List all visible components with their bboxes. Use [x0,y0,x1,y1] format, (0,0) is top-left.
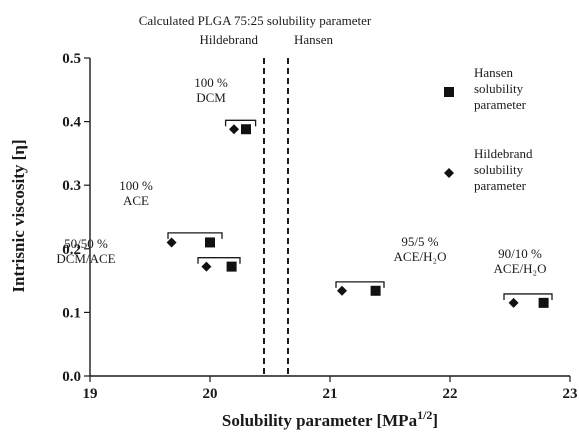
reference-label-hildebrand: Hildebrand [200,32,259,47]
annotation-line: 50/50 % [64,236,108,251]
reference-title: Calculated PLGA 75:25 solubility paramet… [139,13,372,28]
annotation-line: ACE/H₂O [394,249,447,264]
hansen-point [205,237,215,248]
annotation-line: DCM [196,90,226,105]
x-tick-label: 22 [443,386,458,402]
legend-marker-diamond [444,168,454,178]
hildebrand-point [201,261,212,272]
legend-marker-square [444,87,454,97]
x-axis-title-close: ] [432,411,438,430]
annotation-line: 100 % [119,178,153,193]
annotation-line: 95/5 % [401,234,438,249]
annotation-bracket [224,119,257,127]
hildebrand-point [337,285,347,296]
hildebrand-point [166,237,177,248]
annotation-label: 50/50 % DCM/ACE [56,236,115,266]
reference-label-hansen: Hansen [294,32,333,47]
legend-line: Hansen [474,65,513,80]
x-tick-label: 21 [323,386,338,402]
y-tick-label: 0.1 [62,305,81,321]
annotation-line: ACE [123,193,149,208]
annotation-label: 100 % DCM [194,75,228,105]
legend-line: Hildebrand [474,146,533,161]
hildebrand-point [508,297,519,308]
legend-label: Hansen solubility parameter [474,65,527,112]
annotation-bracket [503,293,553,300]
annotation-bracket [335,281,385,288]
x-axis-title: Solubility parameter [MPa1/2] [222,408,438,430]
y-tick-label: 0.3 [62,178,81,194]
hansen-point [226,261,237,272]
x-tick-label: 19 [83,386,98,402]
annotation-line: ACE/H₂O [494,261,547,276]
annotation-label: 95/5 % ACE/H₂O [394,234,447,264]
y-tick-label: 0.4 [62,115,81,131]
annotation-bracket [167,232,223,239]
annotation-line: 100 % [194,75,228,90]
y-axis-title: Intrisnic viscosity [η] [9,139,28,292]
legend-line: solubility [474,81,524,96]
annotation-label: 100 % ACE [119,178,153,208]
hildebrand-point [229,124,239,135]
legend-line: parameter [474,97,527,112]
x-tick-label: 20 [203,386,218,402]
x-axis-title-main: Solubility parameter [MPa [222,411,418,430]
legend-label: Hildebrand solubility parameter [474,146,533,193]
y-tick-label: 0.2 [62,242,81,258]
hansen-point [538,297,549,308]
x-tick-label: 23 [563,386,578,402]
axes: 0.0 0.1 0.2 0.3 0.4 0.5 19 20 21 22 23 [62,51,577,402]
y-tick-label: 0.5 [62,51,81,67]
hansen-point [241,124,251,135]
annotation-line: 90/10 % [498,246,542,261]
annotation-line: DCM/ACE [56,251,115,266]
y-tick-label: 0.0 [62,369,81,385]
data-markers [166,124,549,308]
annotation-bracket [197,257,241,264]
x-axis-title-superscript: 1/2 [417,408,432,422]
hansen-point [370,285,381,296]
legend-line: parameter [474,178,527,193]
reference-lines: Hildebrand Hansen [200,32,333,376]
legend-line: solubility [474,162,524,177]
annotation-label: 90/10 % ACE/H₂O [494,246,547,276]
